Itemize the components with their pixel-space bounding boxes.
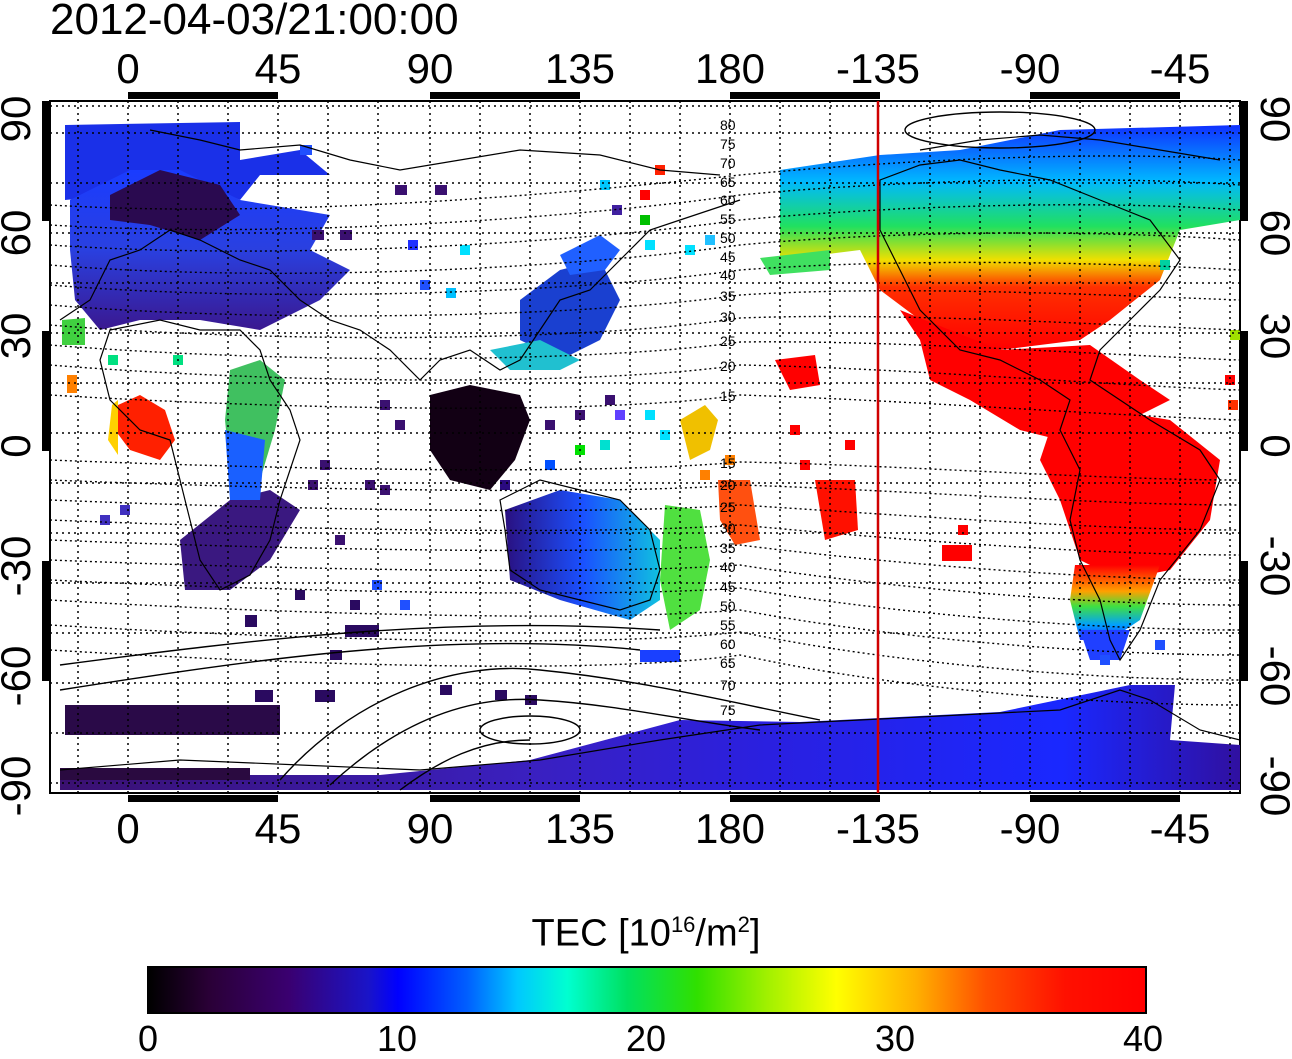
contour-label: 15 xyxy=(720,455,736,471)
y-tick-left: -90 xyxy=(0,755,39,817)
tec-region-west-africa-green xyxy=(62,318,85,345)
x-tick-bottom: 45 xyxy=(254,805,302,852)
contour-label: 70 xyxy=(720,155,736,171)
tec-region-antarctica-strip xyxy=(65,705,280,735)
colorbar-unit: /m xyxy=(695,912,738,955)
y-tick-right: -30 xyxy=(1252,535,1292,597)
tec-region-alaska-green xyxy=(760,250,830,275)
contour-label: 45 xyxy=(720,579,736,595)
y-tick-left: 60 xyxy=(0,209,39,257)
colorbar-unit-exponent: 2 xyxy=(737,912,750,937)
tec-region-antarctica-low xyxy=(60,768,250,780)
y-tick-left: -60 xyxy=(0,645,39,707)
tec-region-east-asia-cyan xyxy=(490,340,580,370)
tec-region-antarctica xyxy=(60,685,1240,790)
contour-label: 75 xyxy=(720,702,736,718)
x-tick-top: -45 xyxy=(1149,45,1211,92)
timestamp-title: 2012-04-03/21:00:00 xyxy=(50,0,459,44)
y-tick-right: 90 xyxy=(1252,95,1292,143)
tec-region-east-africa-blue xyxy=(225,430,265,500)
x-tick-top: -90 xyxy=(999,45,1061,92)
tec-region-south-america xyxy=(1040,410,1220,580)
contour-label: 80 xyxy=(720,117,736,133)
contour-label: 50 xyxy=(720,598,736,614)
x-tick-top: 0 xyxy=(116,45,140,92)
contour-label: 60 xyxy=(720,192,736,208)
x-tick-bottom: -135 xyxy=(835,805,921,852)
x-tick-top: 180 xyxy=(694,45,766,92)
x-tick-top: 45 xyxy=(254,45,302,92)
contour-label: 65 xyxy=(720,174,736,190)
contour-labels: 80 75 70 65 60 55 50 45 40 35 30 25 20 1… xyxy=(720,117,736,718)
colorbar-title: TEC [1016/m2] xyxy=(0,905,1292,954)
tec-regions xyxy=(60,122,1240,790)
y-tick-right: -90 xyxy=(1252,755,1292,817)
y-tick-left: 0 xyxy=(0,416,39,476)
x-tick-bottom: 135 xyxy=(544,805,616,852)
contour-label: 45 xyxy=(720,249,736,265)
contour-label: 50 xyxy=(720,230,736,246)
colorbar-close: ] xyxy=(749,912,761,955)
contour-label: 25 xyxy=(720,333,736,349)
tec-region-pacific-orange xyxy=(718,480,760,545)
contour-label: 70 xyxy=(720,677,736,693)
tec-region-hawaii-cluster xyxy=(775,355,820,390)
axis-bars xyxy=(42,92,1248,802)
x-tick-bottom: -90 xyxy=(999,805,1061,852)
x-tick-bottom: -45 xyxy=(1149,805,1211,852)
contour-label: 30 xyxy=(720,520,736,536)
colorbar-exponent: 16 xyxy=(670,912,696,937)
contour-label: 25 xyxy=(720,499,736,515)
y-tick-right: 0 xyxy=(1252,416,1292,476)
y-tick-right: 30 xyxy=(1252,312,1292,360)
contour-label: 30 xyxy=(720,309,736,325)
polar-contours xyxy=(59,111,1096,791)
y-tick-right: 60 xyxy=(1252,209,1292,257)
colorbar-tick: 10 xyxy=(376,1018,418,1059)
contour-label: 20 xyxy=(720,477,736,493)
colorbar-title-text: TEC [10 xyxy=(531,912,671,955)
x-tick-bottom: 90 xyxy=(406,805,454,852)
contour-label: 40 xyxy=(720,267,736,283)
tec-region-west-africa-edge xyxy=(108,400,118,455)
colorbar xyxy=(147,966,1147,1014)
x-tick-bottom: 180 xyxy=(694,805,766,852)
contour-label: 40 xyxy=(720,559,736,575)
contour-label: 20 xyxy=(720,358,736,374)
contour-label: 60 xyxy=(720,636,736,652)
coastlines xyxy=(59,129,1240,771)
contour-label: 35 xyxy=(720,288,736,304)
contour-label: 55 xyxy=(720,617,736,633)
tec-region-europe-dark xyxy=(110,170,240,240)
grid-lines xyxy=(50,101,1240,793)
tec-region-central-america xyxy=(900,310,1170,440)
x-tick-bottom: 0 xyxy=(116,805,140,852)
contour-label: 35 xyxy=(720,540,736,556)
contour-label: 55 xyxy=(720,211,736,227)
tec-region-australia xyxy=(505,490,660,620)
y-tick-left: 90 xyxy=(0,95,39,143)
y-tick-left: -30 xyxy=(0,535,39,597)
tec-region-north-america xyxy=(780,125,1240,350)
x-tick-top: 135 xyxy=(544,45,616,92)
y-tick-right: -60 xyxy=(1252,645,1292,707)
colorbar-tick: 40 xyxy=(1122,1018,1164,1059)
tec-region-tahiti-cluster xyxy=(815,480,858,540)
contour-label: 65 xyxy=(720,655,736,671)
tec-region-west-africa xyxy=(115,395,175,460)
colorbar-tick: 0 xyxy=(137,1018,159,1059)
colorbar-tick: 30 xyxy=(874,1018,916,1059)
tec-region-east-asia-north xyxy=(560,235,620,275)
contour-label: 15 xyxy=(720,388,736,404)
magnetic-contours xyxy=(50,155,1240,706)
x-tick-top: -135 xyxy=(835,45,921,92)
contour-label: 75 xyxy=(720,136,736,152)
x-tick-top: 90 xyxy=(406,45,454,92)
y-tick-left: 30 xyxy=(0,312,39,360)
colorbar-tick: 20 xyxy=(625,1018,667,1059)
